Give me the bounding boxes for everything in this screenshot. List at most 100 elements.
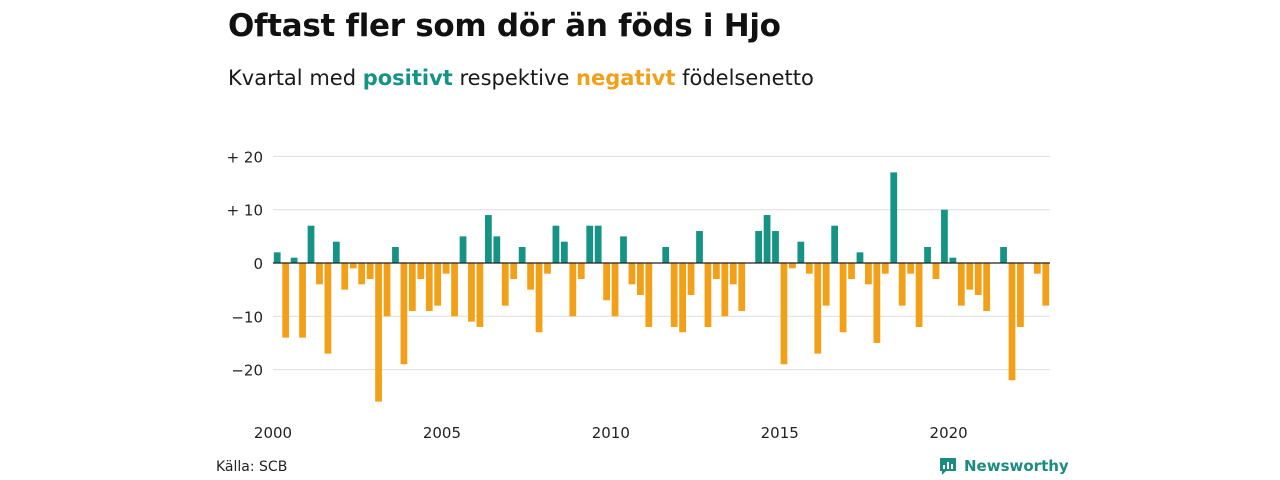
bar-negative (873, 263, 881, 343)
x-tick-label: 2010 (592, 424, 630, 442)
bar-negative (983, 263, 991, 311)
bar-positive (763, 215, 771, 263)
subtitle-text-middle: respektive (452, 66, 577, 90)
bar-negative (434, 263, 442, 306)
bar-negative (839, 263, 847, 333)
bar-negative (324, 263, 332, 354)
bar-negative (468, 263, 475, 322)
bar-positive (518, 247, 526, 263)
bar-negative (957, 263, 965, 306)
bar-negative (375, 263, 382, 402)
bar-positive (696, 231, 703, 263)
bar-positive (552, 225, 560, 263)
subtitle-negative-word: negativt (576, 66, 676, 90)
bar-negative (637, 263, 644, 295)
bar-positive (924, 247, 931, 263)
bar-negative (865, 263, 872, 285)
y-tick-label: + 10 (227, 202, 263, 220)
bar-negative (544, 263, 551, 274)
bar-negative (501, 263, 509, 306)
y-tick-label: 0 (253, 255, 263, 273)
y-tick-label: + 20 (227, 148, 263, 166)
bar-positive (797, 241, 805, 263)
bar-negative (670, 263, 678, 327)
bar-negative (789, 263, 796, 269)
bar-negative (721, 263, 729, 317)
bar-negative (907, 263, 915, 274)
subtitle-text-before: Kvartal med (228, 66, 363, 90)
bar-negative (822, 263, 830, 306)
bar-positive (594, 225, 602, 263)
bar-positive (949, 257, 957, 263)
bar-negative (780, 263, 788, 365)
bar-positive (290, 257, 298, 263)
bar-negative (611, 263, 619, 317)
bar-negative (805, 263, 813, 274)
bar-negative (1008, 263, 1016, 381)
bar-negative (679, 263, 686, 333)
bar-negative (713, 263, 720, 279)
bar-positive (1000, 247, 1007, 263)
subtitle-positive-word: positivt (362, 66, 453, 90)
bar-positive (459, 236, 467, 263)
newsworthy-icon (940, 458, 956, 475)
bar-negative (349, 263, 357, 269)
bar-negative (915, 263, 923, 327)
bar-negative (645, 263, 653, 327)
bar-positive (484, 215, 492, 263)
bar-negative (451, 263, 458, 317)
bar-negative (535, 263, 543, 333)
bar-positive (941, 209, 948, 263)
bar-negative (881, 263, 889, 274)
bar-negative (1017, 263, 1024, 327)
bar-negative (1042, 263, 1050, 306)
bar-negative (366, 263, 374, 279)
bar-positive (493, 236, 501, 263)
y-tick-label: −20 (231, 362, 263, 380)
bar-negative (400, 263, 408, 365)
bar-negative (417, 263, 425, 279)
bar-positive (561, 241, 568, 263)
bar-negative (408, 263, 416, 311)
bar-positive (856, 252, 864, 263)
bar-negative (932, 263, 940, 279)
chart-subtitle: Kvartal med positivt respektive negativt… (228, 66, 814, 90)
bar-negative (527, 263, 534, 290)
brand-name: Newsworthy (964, 457, 1069, 475)
bar-negative (974, 263, 982, 295)
bar-negative (383, 263, 391, 317)
x-tick-label: 2000 (254, 424, 292, 442)
bar-negative (966, 263, 974, 290)
bar-negative (341, 263, 349, 290)
bar-negative (299, 263, 306, 338)
bar-positive (755, 231, 763, 263)
chart-title: Oftast fler som dör än föds i Hjo (228, 8, 781, 44)
bar-negative (704, 263, 712, 327)
bar-positive (307, 225, 315, 263)
bar-negative (1033, 263, 1041, 274)
bar-positive (890, 172, 898, 263)
bar-negative (425, 263, 433, 311)
bar-positive (831, 225, 839, 263)
bar-negative (898, 263, 906, 306)
bar-positive (273, 252, 281, 263)
bar-negative (358, 263, 366, 285)
bar-positive (620, 236, 627, 263)
bar-negative (738, 263, 746, 311)
x-tick-label: 2015 (761, 424, 799, 442)
y-tick-label: −10 (231, 308, 263, 326)
x-tick-label: 2005 (423, 424, 461, 442)
bar-positive (586, 225, 594, 263)
subtitle-text-after: födelsenetto (675, 66, 814, 90)
bar-negative (569, 263, 577, 317)
bar-negative (729, 263, 737, 285)
bar-negative (442, 263, 450, 274)
bar-positive (332, 241, 340, 263)
x-tick-label: 2020 (930, 424, 968, 442)
bar-negative (814, 263, 822, 354)
bar-negative (687, 263, 695, 295)
bar-negative (603, 263, 610, 301)
brand-logo[interactable]: Newsworthy (938, 456, 1069, 476)
bar-negative (316, 263, 323, 285)
bar-positive (662, 247, 670, 263)
